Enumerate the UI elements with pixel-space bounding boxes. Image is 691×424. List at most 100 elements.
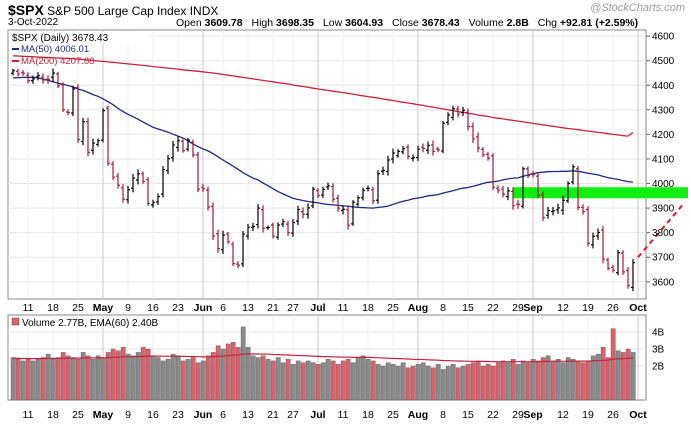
ohlc-bar: [496, 185, 500, 194]
volume-bar: [375, 364, 381, 401]
close-value: 3678.43: [421, 17, 460, 29]
volume-bar: [45, 353, 51, 401]
ohlc-bar: [161, 166, 165, 198]
volume-bar: [40, 357, 46, 401]
ohlc-bar: [501, 185, 505, 198]
volume-bar: [465, 364, 471, 401]
ohlc-bar: [71, 85, 75, 117]
ohlc-bar: [486, 151, 490, 161]
ohlc-bar: [316, 188, 320, 199]
volume-bar: [255, 357, 261, 401]
legend-ma50: MA(50) 4006.01: [21, 44, 89, 55]
date-tick-label: 25: [387, 409, 399, 421]
legend-ma200: MA(200) 4207.88: [21, 56, 94, 67]
date-tick-label: Sep: [523, 302, 542, 314]
ohlc-bar: [176, 136, 180, 152]
ohlc-bar: [101, 108, 105, 143]
volume-bar: [135, 352, 141, 401]
volume-bar: [10, 357, 16, 401]
date-tick-label: 11: [23, 302, 34, 314]
volume-label: Volume: [468, 17, 504, 29]
ohlc-bar: [536, 173, 540, 199]
ohlc-bar: [251, 222, 255, 231]
ohlc-bar: [626, 267, 630, 289]
volume-bar: [590, 355, 596, 401]
ohlc-bar: [96, 138, 100, 147]
volume-bar: [520, 360, 526, 401]
date-tick-label: 18: [47, 302, 59, 314]
ohlc-bar: [401, 146, 405, 155]
volume-bars: [10, 326, 636, 401]
volume-bar: [180, 360, 186, 401]
ohlc-bar: [566, 181, 570, 203]
ohlc-bar: [51, 68, 55, 82]
volume-bar: [215, 345, 221, 401]
open-value: 3609.78: [204, 17, 243, 29]
ohlc-bar: [221, 230, 225, 255]
price-tick-label: 4500: [652, 56, 675, 67]
date-tick-label: 21: [267, 409, 279, 421]
volume-bar: [380, 365, 386, 401]
ohlc-bar: [576, 165, 580, 211]
price-axis: 3600 3700 3800 3900 4000 4100 4200 4300 4400 4500…: [646, 32, 675, 288]
ohlc-bar: [76, 84, 80, 143]
date-tick-label: 13: [242, 302, 254, 314]
volume-bar: [80, 352, 86, 401]
date-tick-label: 15: [462, 302, 474, 314]
date-tick-label: 8: [440, 409, 446, 421]
ohlc-bar: [441, 120, 445, 154]
volume-bar: [400, 362, 406, 401]
close-label: Close: [392, 17, 419, 29]
volume-bar: [160, 360, 166, 401]
ohlc-bar: [16, 68, 20, 77]
ohlc-bar: [331, 183, 335, 203]
volume-bar: [370, 360, 376, 401]
ohlc-bar: [11, 68, 15, 76]
ohlc-bar: [191, 139, 195, 158]
ohlc-bar: [521, 166, 525, 209]
ohlc-bar: [451, 105, 455, 121]
ohlc-bar: [21, 69, 25, 76]
ohlc-bar: [276, 222, 280, 240]
date-tick-label: 16: [147, 302, 159, 314]
ohlc-bar: [41, 73, 45, 84]
ohlc-bar: [111, 161, 115, 181]
ohlc-bars: [11, 68, 635, 291]
date-tick-label: Jul: [310, 409, 325, 421]
date-axis-bottom: 11 18 25 May 9 16 23 Jun 6 13 21 27 Jul 11 18 25 Aug 8 15 2…: [23, 409, 648, 421]
volume-bar: [415, 364, 421, 401]
volume-bar: [485, 364, 491, 401]
ohlc-bar: [91, 138, 95, 155]
date-tick-label: 12: [557, 302, 569, 314]
ohlc-bar: [431, 140, 435, 156]
volume-bar: [460, 365, 466, 401]
volume-bar: [620, 352, 626, 401]
index-name: S&P 500 Large Cap Index: [47, 4, 187, 18]
ohlc-bar: [466, 108, 470, 131]
ohlc-bar: [156, 193, 160, 206]
volume-bar: [575, 360, 581, 401]
ohlc-bar: [131, 174, 135, 193]
volume-bar: [240, 326, 246, 401]
volume-bar: [495, 362, 501, 401]
volume-bar: [335, 364, 341, 401]
date-tick-label: 25: [387, 302, 399, 314]
volume-bar: [545, 355, 551, 401]
ohlc-bar: [116, 172, 120, 189]
price-tick-label: 4100: [652, 154, 675, 165]
volume-ema-line: [13, 353, 634, 363]
ma50-path: [12, 76, 634, 209]
volume-bar: [600, 347, 606, 401]
volume-bar: [475, 360, 481, 401]
ohlc-bar: [611, 264, 615, 273]
price-panel: [7, 29, 647, 300]
legend-volume: Volume 2.77B, EMA(60) 2.40B: [22, 318, 159, 329]
ohlc-bar: [616, 249, 620, 276]
volume-bar: [355, 357, 361, 401]
volume-bar: [60, 352, 66, 401]
ohlc-readout: Open 3609.78 High 3698.35 Low 3604.93 Cl…: [176, 17, 644, 29]
date-tick-label: 29: [512, 302, 524, 314]
ohlc-bar: [106, 105, 110, 166]
volume-bar: [220, 348, 226, 401]
